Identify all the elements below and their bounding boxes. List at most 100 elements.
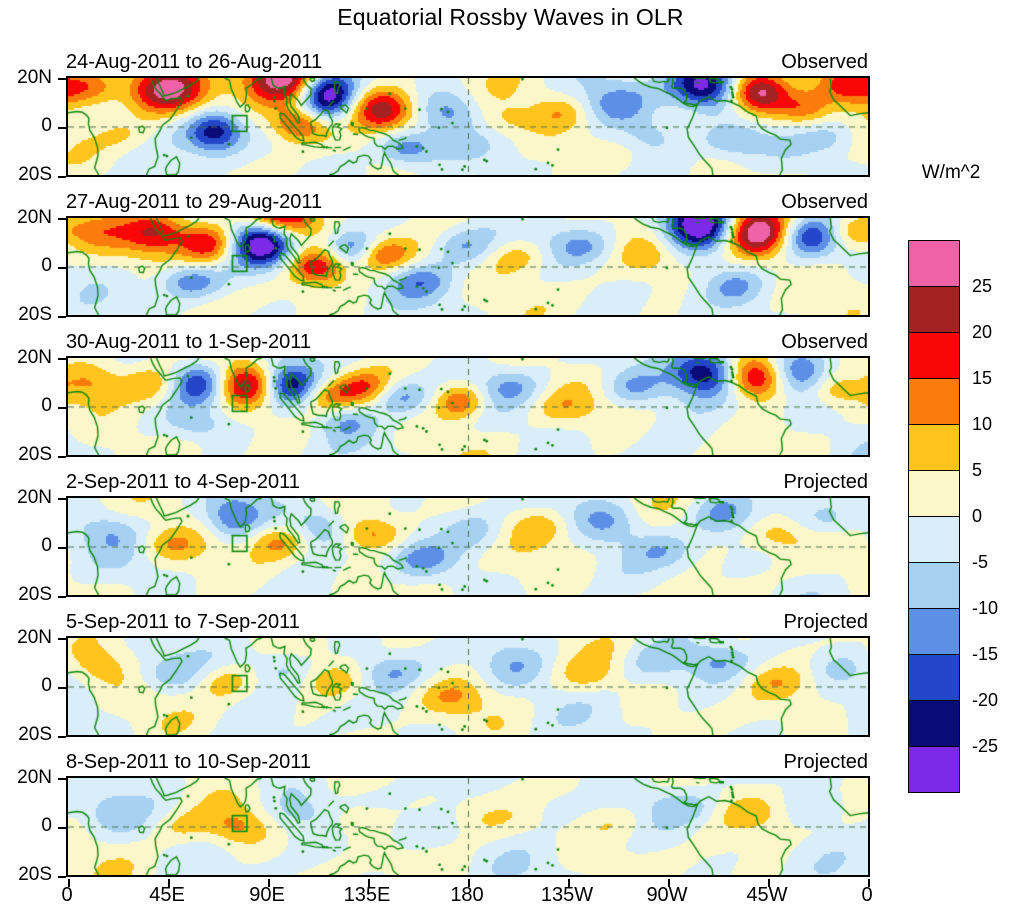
panel-1-map-canvas — [68, 78, 868, 175]
lat-tick-0: 0 — [41, 675, 52, 696]
panel-1-date-range: 24-Aug-2011 to 26-Aug-2011 — [66, 51, 323, 73]
lon-tick-90e: 90E — [249, 884, 285, 906]
panel-1-lat-axis: 20N 0 20S — [0, 67, 66, 185]
lon-tick-mark-7 — [768, 879, 770, 887]
lat-tick-20n: 20N — [17, 67, 52, 88]
panel-2-header: 27-Aug-2011 to 29-Aug-2011 Observed — [66, 180, 868, 216]
lat-tick-20n: 20N — [17, 627, 52, 648]
panel-6-date-range: 8-Sep-2011 to 10-Sep-2011 — [66, 751, 311, 773]
panel-5-map — [58, 636, 870, 738]
panel-2-lat-axis: 20N 0 20S — [0, 207, 66, 325]
colorbar-segment-3 — [908, 378, 960, 425]
panel-3-map — [58, 356, 870, 458]
panel-6-map — [58, 776, 870, 887]
colorbar-segment-10 — [908, 700, 960, 747]
colorbar-tick--15: -15 — [972, 644, 999, 664]
lat-tick-20n: 20N — [17, 207, 52, 228]
panel-4-source-label: Projected — [783, 471, 869, 493]
colorbar-segment-11 — [908, 746, 960, 793]
colorbar-segment-7 — [908, 562, 960, 609]
colorbar-segment-4 — [908, 424, 960, 471]
panel-3-header: 30-Aug-2011 to 1-Sep-2011 Observed — [66, 320, 868, 356]
lon-tick-135e: 135E — [343, 884, 391, 906]
colorbar-segment-1 — [908, 286, 960, 333]
lat-tick-20s: 20S — [18, 304, 52, 325]
colorbar — [908, 240, 960, 793]
panel-1-row: 20N 0 20S — [0, 67, 870, 185]
colorbar-segment-9 — [908, 654, 960, 701]
lat-tick-20n: 20N — [17, 487, 52, 508]
lon-tick-90w: 90W — [646, 884, 688, 906]
lat-tick-20n: 20N — [17, 767, 52, 788]
panel-4-row: 20N 0 20S — [0, 487, 870, 605]
lat-tick-0: 0 — [41, 535, 52, 556]
colorbar-tick-20: 20 — [972, 322, 993, 342]
panel-2-date-range: 27-Aug-2011 to 29-Aug-2011 — [66, 191, 323, 213]
lat-tick-mark-1 — [58, 267, 66, 269]
panel-5-date-range: 5-Sep-2011 to 7-Sep-2011 — [66, 611, 300, 633]
panels-column: 24-Aug-2011 to 26-Aug-2011 Observed 20N … — [0, 40, 870, 887]
lat-tick-0: 0 — [41, 395, 52, 416]
panel-6-map-canvas — [68, 778, 868, 875]
panel-6-row: 20N 0 20S — [0, 767, 870, 887]
lon-tick-45e: 45E — [149, 884, 185, 906]
lon-tick-135w: 135W — [540, 884, 594, 906]
lat-tick-20n: 20N — [17, 347, 52, 368]
panel-6-lat-axis: 20N 0 20S — [0, 767, 66, 885]
panel-6-source-label: Projected — [783, 751, 869, 773]
panel-4: 2-Sep-2011 to 4-Sep-2011 Projected 20N 0… — [0, 460, 870, 605]
lon-tick-mark-1 — [168, 879, 170, 887]
panel-5-lat-axis: 20N 0 20S — [0, 627, 66, 745]
panel-4-date-range: 2-Sep-2011 to 4-Sep-2011 — [66, 471, 300, 493]
lat-tick-mark-2 — [58, 176, 66, 178]
lat-tick-0: 0 — [41, 255, 52, 276]
colorbar-tick-labels: 25 20 15 10 5 0 -5 -10 -15 -20 -25 — [972, 240, 1020, 804]
lat-tick-mark-0 — [58, 218, 66, 220]
lat-tick-mark-0 — [58, 358, 66, 360]
panel-4-header: 2-Sep-2011 to 4-Sep-2011 Projected — [66, 460, 868, 496]
colorbar-tick--5: -5 — [972, 552, 989, 572]
figure-title: Equatorial Rossby Waves in OLR — [337, 4, 684, 30]
lon-tick-mark-8 — [868, 879, 870, 887]
colorbar-segment-0 — [908, 240, 960, 287]
lat-tick-mark-1 — [58, 127, 66, 129]
panel-4-map — [58, 496, 870, 598]
panel-1-header: 24-Aug-2011 to 26-Aug-2011 Observed — [66, 40, 868, 76]
panel-2-source-label: Observed — [781, 191, 868, 213]
lon-tick-mark-0 — [68, 879, 70, 887]
panel-5-row: 20N 0 20S — [0, 627, 870, 745]
panel-5: 5-Sep-2011 to 7-Sep-2011 Projected 20N 0… — [0, 600, 870, 745]
lat-tick-mark-2 — [58, 736, 66, 738]
panel-6: 8-Sep-2011 to 10-Sep-2011 Projected 20N … — [0, 740, 870, 887]
colorbar-tick--20: -20 — [972, 690, 999, 710]
panel-5-header: 5-Sep-2011 to 7-Sep-2011 Projected — [66, 600, 868, 636]
lat-tick-mark-1 — [58, 547, 66, 549]
panel-6-header: 8-Sep-2011 to 10-Sep-2011 Projected — [66, 740, 868, 776]
colorbar-tick-0: 0 — [972, 506, 983, 526]
colorbar-segment-2 — [908, 332, 960, 379]
colorbar-segment-8 — [908, 608, 960, 655]
colorbar-tick-15: 15 — [972, 368, 993, 388]
lat-tick-mark-1 — [58, 407, 66, 409]
lon-tick-0e: 0 — [61, 884, 73, 906]
lat-tick-mark-2 — [58, 596, 66, 598]
colorbar-segment-5 — [908, 470, 960, 517]
lat-tick-0: 0 — [41, 815, 52, 836]
panel-2: 27-Aug-2011 to 29-Aug-2011 Observed 20N … — [0, 180, 870, 325]
colorbar-tick-5: 5 — [972, 460, 983, 480]
lat-tick-20s: 20S — [18, 584, 52, 605]
panel-3-source-label: Observed — [781, 331, 868, 353]
lat-tick-mark-0 — [58, 778, 66, 780]
lat-tick-mark-2 — [58, 876, 66, 878]
lat-tick-20s: 20S — [18, 864, 52, 885]
lat-tick-0: 0 — [41, 115, 52, 136]
lat-tick-mark-2 — [58, 456, 66, 458]
lon-axis: 0 45E 90E 135E 180 135W 90W 45W 0 — [61, 884, 872, 910]
lon-tick-mark-4 — [468, 879, 470, 887]
panel-1: 24-Aug-2011 to 26-Aug-2011 Observed 20N … — [0, 40, 870, 185]
colorbar-unit-label: W/m^2 — [921, 162, 981, 183]
lon-tick-45w: 45W — [746, 884, 788, 906]
panel-3-date-range: 30-Aug-2011 to 1-Sep-2011 — [66, 331, 311, 353]
panel-3-row: 20N 0 20S — [0, 347, 870, 465]
